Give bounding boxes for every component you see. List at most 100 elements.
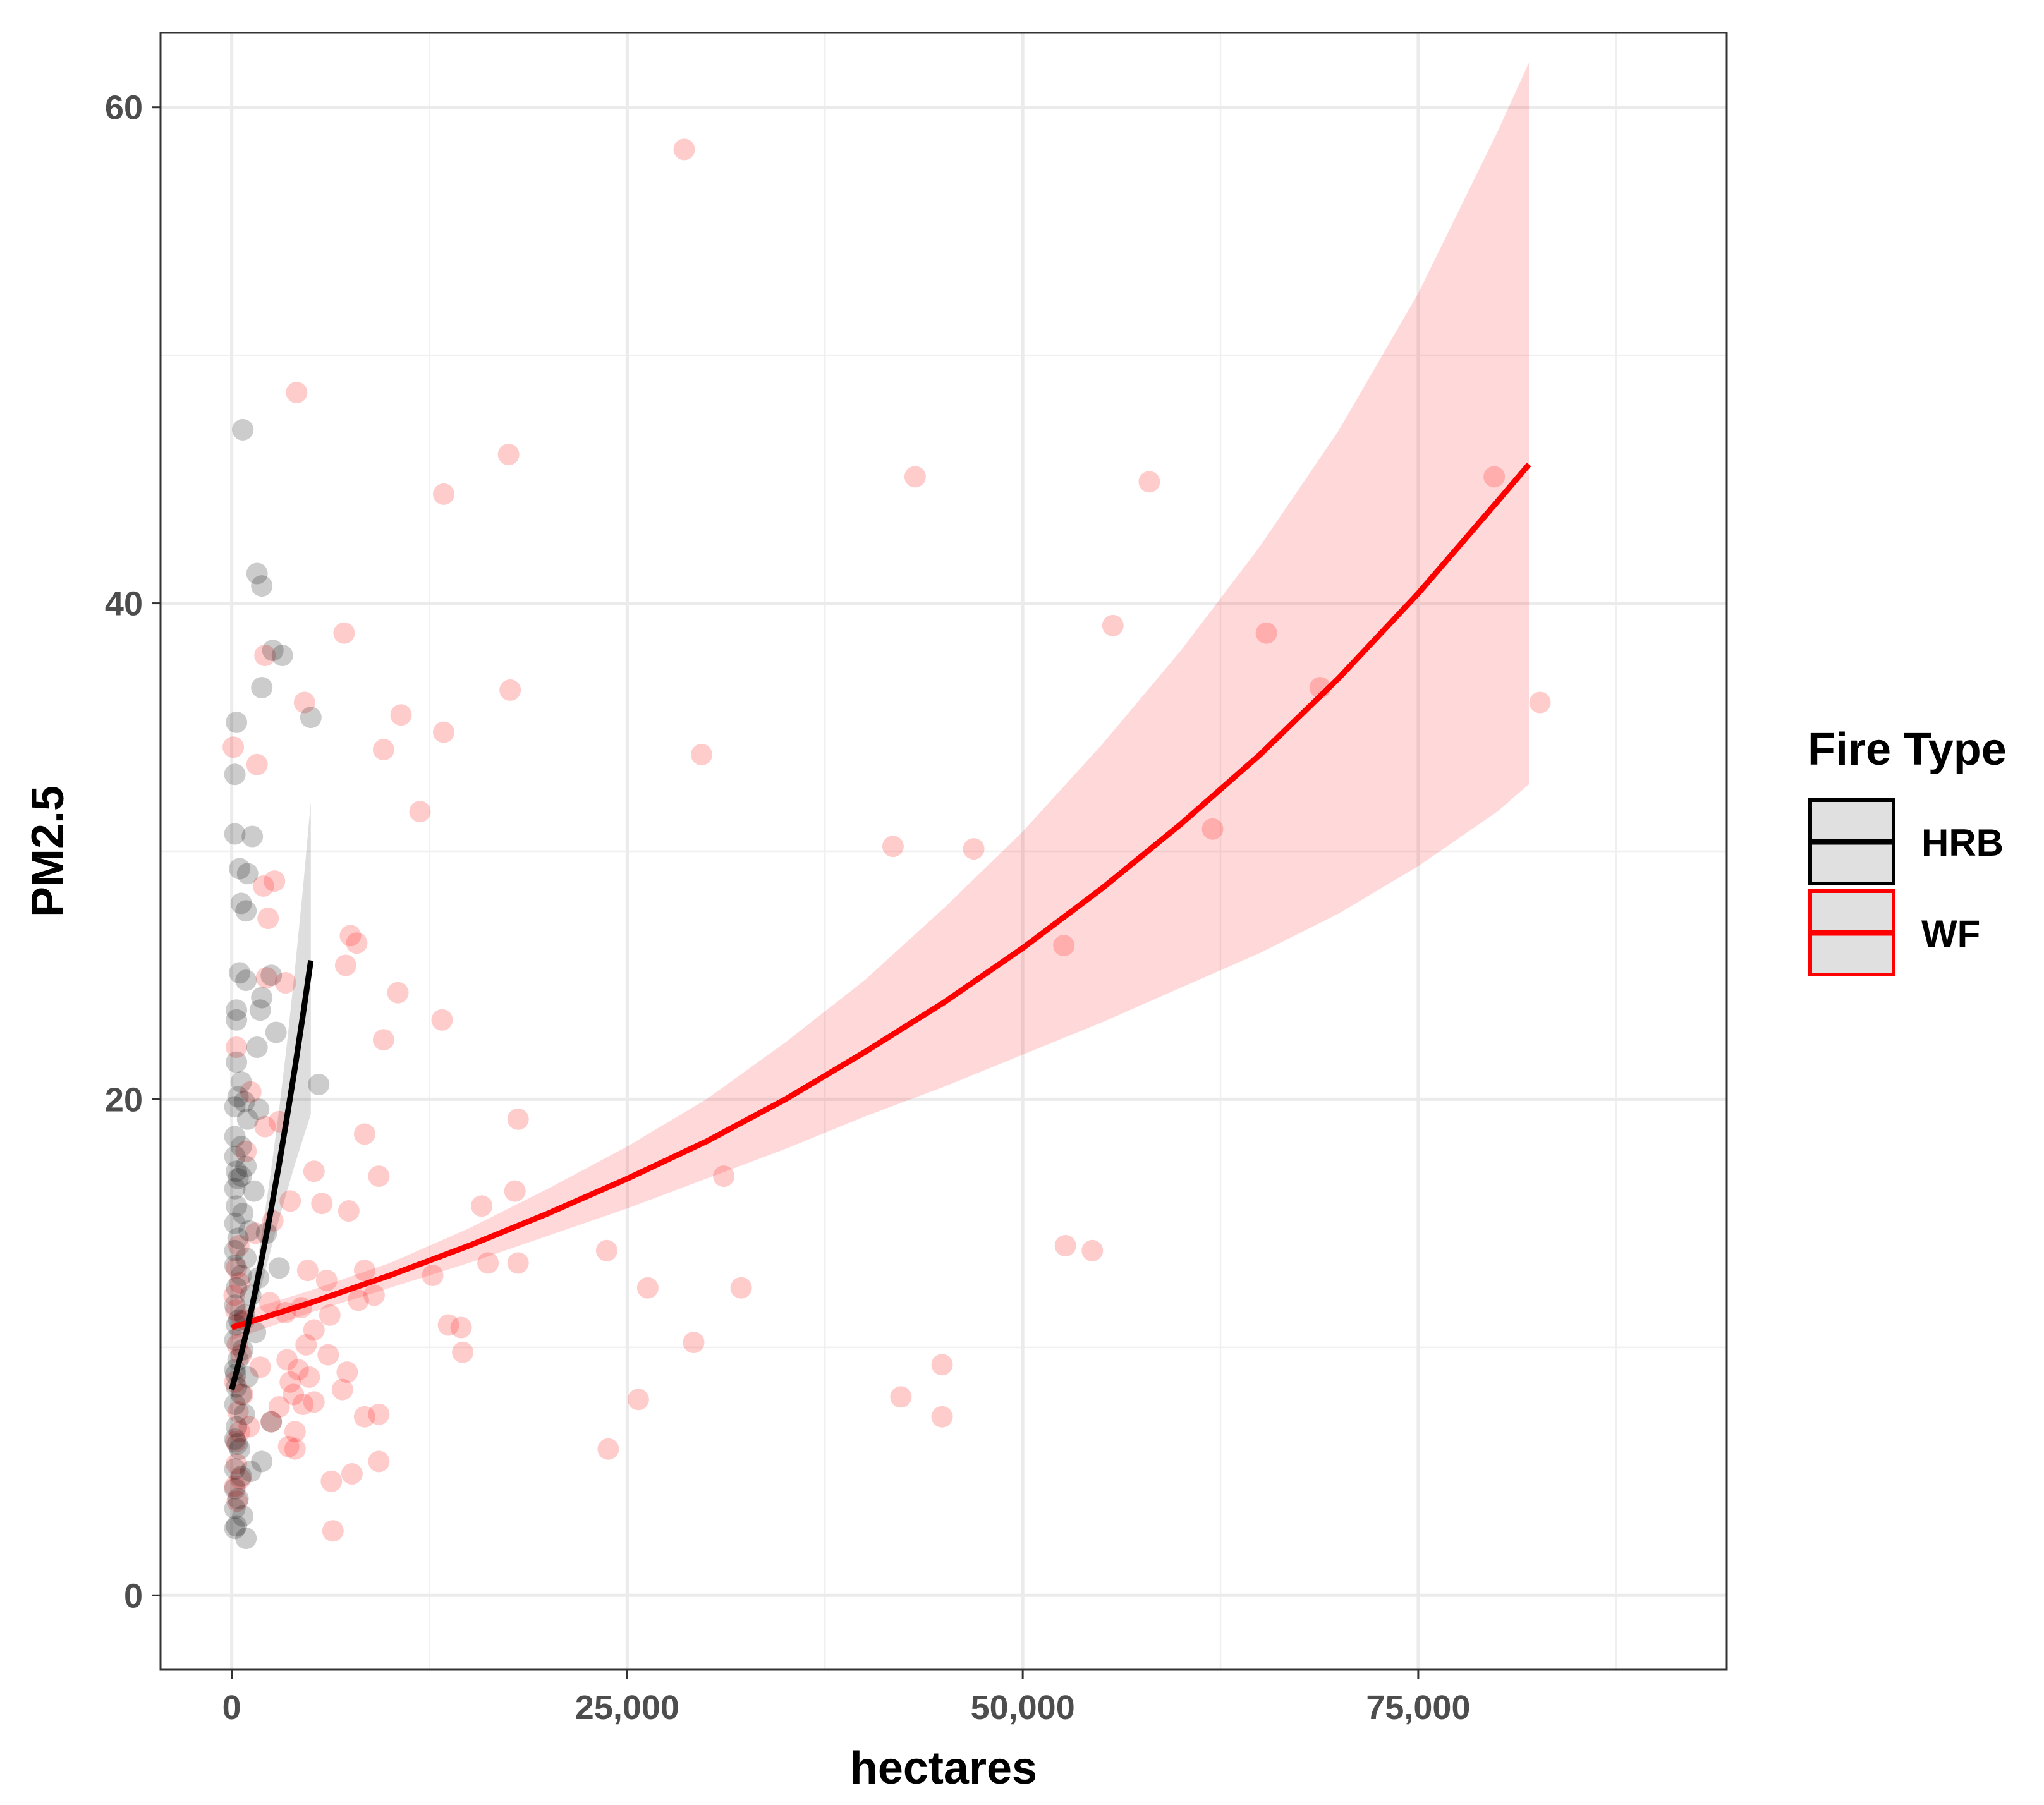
point-hrb-71 <box>224 1478 246 1500</box>
point-wf-97 <box>322 1520 344 1542</box>
point-wf-36 <box>372 1029 394 1051</box>
point-hrb-30 <box>248 1098 270 1121</box>
point-hrb-46 <box>235 1247 257 1269</box>
point-wf-18 <box>691 744 712 765</box>
point-wf-53 <box>477 1252 499 1274</box>
x-tick-label-3: 75,000 <box>1366 1689 1470 1727</box>
point-wf-88 <box>931 1406 953 1428</box>
point-hrb-35 <box>235 1155 257 1177</box>
point-wf-2 <box>497 444 520 466</box>
point-wf-93 <box>597 1438 619 1460</box>
x-axis-title: hectares <box>850 1743 1037 1794</box>
point-hrb-21 <box>226 1009 248 1031</box>
point-hrb-13 <box>230 892 252 915</box>
confidence-band-wf <box>231 63 1530 1340</box>
point-wf-43 <box>368 1165 390 1188</box>
point-wf-74 <box>931 1354 953 1376</box>
point-hrb-10 <box>241 825 264 848</box>
point-wf-0 <box>673 138 695 161</box>
point-hrb-32 <box>224 1126 246 1148</box>
point-hrb-33 <box>230 1136 252 1157</box>
point-wf-71 <box>452 1341 474 1363</box>
point-wf-16 <box>433 721 454 743</box>
point-wf-121 <box>229 1468 252 1490</box>
panel-border <box>159 32 1728 1671</box>
point-hrb-5 <box>251 677 273 698</box>
point-hrb-19 <box>226 999 248 1021</box>
point-hrb-63 <box>233 1403 255 1425</box>
point-wf-92 <box>284 1438 306 1460</box>
point-wf-1 <box>286 382 308 403</box>
point-wf-35 <box>431 1009 453 1031</box>
point-wf-98 <box>240 1081 262 1103</box>
point-hrb-72 <box>227 1488 249 1510</box>
point-wf-10 <box>254 645 276 666</box>
point-hrb-61 <box>230 1383 252 1406</box>
point-wf-102 <box>238 1416 260 1438</box>
point-wf-112 <box>224 1475 246 1497</box>
confidence-bands <box>231 63 1530 1400</box>
point-wf-42 <box>303 1160 325 1182</box>
point-wf-14 <box>293 691 315 714</box>
point-wf-34 <box>387 982 409 1004</box>
point-hrb-82 <box>227 1168 249 1189</box>
point-hrb-36 <box>226 1160 248 1182</box>
point-wf-41 <box>254 1115 276 1138</box>
point-wf-9 <box>333 622 355 644</box>
point-hrb-70 <box>230 1465 252 1487</box>
point-wf-89 <box>260 1411 283 1433</box>
y-tick-label-2: 40 <box>105 585 143 623</box>
point-hrb-47 <box>224 1255 246 1277</box>
point-hrb-81 <box>268 1257 290 1279</box>
point-wf-48 <box>338 1200 360 1222</box>
point-wf-37 <box>226 1036 248 1058</box>
point-wf-59 <box>636 1277 659 1299</box>
point-wf-6 <box>1483 466 1506 488</box>
point-hrb-48 <box>230 1265 252 1286</box>
point-hrb-78 <box>240 1461 262 1483</box>
point-wf-103 <box>249 1356 271 1378</box>
point-wf-110 <box>224 1431 246 1452</box>
point-hrb-67 <box>229 1438 251 1460</box>
point-wf-44 <box>713 1165 735 1188</box>
legend-entry-wf: WF <box>1808 889 1980 976</box>
point-wf-111 <box>226 1453 248 1475</box>
point-wf-86 <box>368 1403 390 1425</box>
x-tick-label-1: 25,000 <box>575 1689 679 1727</box>
point-wf-39 <box>353 1123 375 1145</box>
point-wf-25 <box>264 870 286 892</box>
point-wf-55 <box>296 1260 319 1282</box>
point-hrb-74 <box>232 1505 254 1527</box>
point-wf-60 <box>730 1277 752 1299</box>
point-wf-46 <box>279 1190 301 1212</box>
point-wf-13 <box>1529 691 1551 714</box>
point-hrb-66 <box>224 1428 246 1450</box>
legend-title: Fire Type <box>1808 724 2007 775</box>
point-wf-21 <box>409 801 431 823</box>
point-wf-23 <box>882 836 904 858</box>
point-wf-33 <box>274 972 296 994</box>
point-hrb-38 <box>224 1177 246 1200</box>
point-wf-38 <box>507 1108 529 1130</box>
point-wf-47 <box>311 1193 333 1215</box>
point-hrb-0 <box>232 418 254 441</box>
point-wf-78 <box>279 1371 301 1393</box>
point-wf-91 <box>277 1435 300 1457</box>
point-hrb-12 <box>236 863 259 885</box>
point-hrb-62 <box>224 1394 246 1416</box>
point-wf-95 <box>341 1463 363 1485</box>
point-hrb-59 <box>236 1366 259 1388</box>
point-hrb-4 <box>271 645 293 666</box>
legend-entry-hrb: HRB <box>1808 798 2004 885</box>
point-wf-94 <box>368 1450 390 1473</box>
x-axis-ticks: 0 25,000 50,000 75,000 <box>222 1670 1470 1727</box>
point-wf-4 <box>904 466 926 488</box>
point-hrb-7 <box>226 711 248 733</box>
point-wf-83 <box>303 1391 325 1413</box>
point-wf-51 <box>1081 1239 1104 1261</box>
y-tick-label-0: 0 <box>124 1577 143 1615</box>
point-hrb-65 <box>226 1416 248 1438</box>
point-wf-24 <box>963 838 985 860</box>
y-tick-label-1: 20 <box>105 1081 143 1119</box>
point-hrb-64 <box>260 1411 283 1433</box>
